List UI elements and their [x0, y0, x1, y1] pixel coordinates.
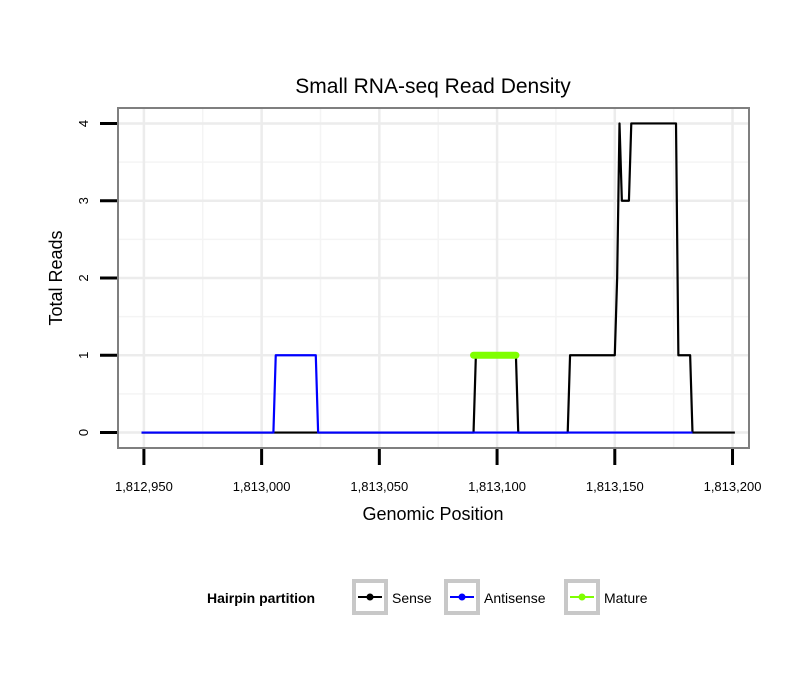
y-tick-label: 0	[76, 429, 91, 436]
y-tick-label: 4	[76, 120, 91, 127]
y-axis-label: Total Reads	[46, 230, 66, 325]
y-tick-label: 2	[76, 274, 91, 281]
x-tick-label: 1,813,000	[233, 479, 291, 494]
x-axis-label: Genomic Position	[362, 504, 503, 524]
legend-entry-antisense: Antisense	[444, 579, 546, 615]
legend-key-point	[578, 593, 586, 601]
x-tick-label: 1,812,950	[115, 479, 173, 494]
grid	[119, 109, 748, 447]
legend-key-point	[458, 593, 466, 601]
x-tick-label: 1,813,150	[586, 479, 644, 494]
series-lines	[141, 122, 735, 434]
legend-title: Hairpin partition	[207, 590, 315, 606]
chart-title: Small RNA-seq Read Density	[295, 75, 571, 98]
x-tick-label: 1,813,200	[704, 479, 762, 494]
y-tick-label: 1	[76, 352, 91, 359]
x-tick-label: 1,813,100	[468, 479, 526, 494]
y-axis: 0 1 2 3 4	[76, 120, 117, 436]
legend-entry-mature: Mature	[564, 579, 648, 615]
x-axis: 1,812,950 1,813,000 1,813,050 1,813,100 1,81…	[115, 449, 761, 494]
series-line-antisense	[141, 354, 693, 434]
legend-key-point	[366, 593, 374, 601]
legend-entries: Sense Antisense Mature	[352, 579, 648, 615]
legend-label: Mature	[604, 590, 648, 606]
legend-label: Antisense	[484, 590, 546, 606]
y-tick-label: 3	[76, 197, 91, 204]
x-tick-label: 1,813,050	[350, 479, 408, 494]
legend: Hairpin partition Sense Antisense Mature	[207, 579, 648, 615]
legend-entry-sense: Sense	[352, 579, 432, 615]
legend-label: Sense	[392, 590, 432, 606]
